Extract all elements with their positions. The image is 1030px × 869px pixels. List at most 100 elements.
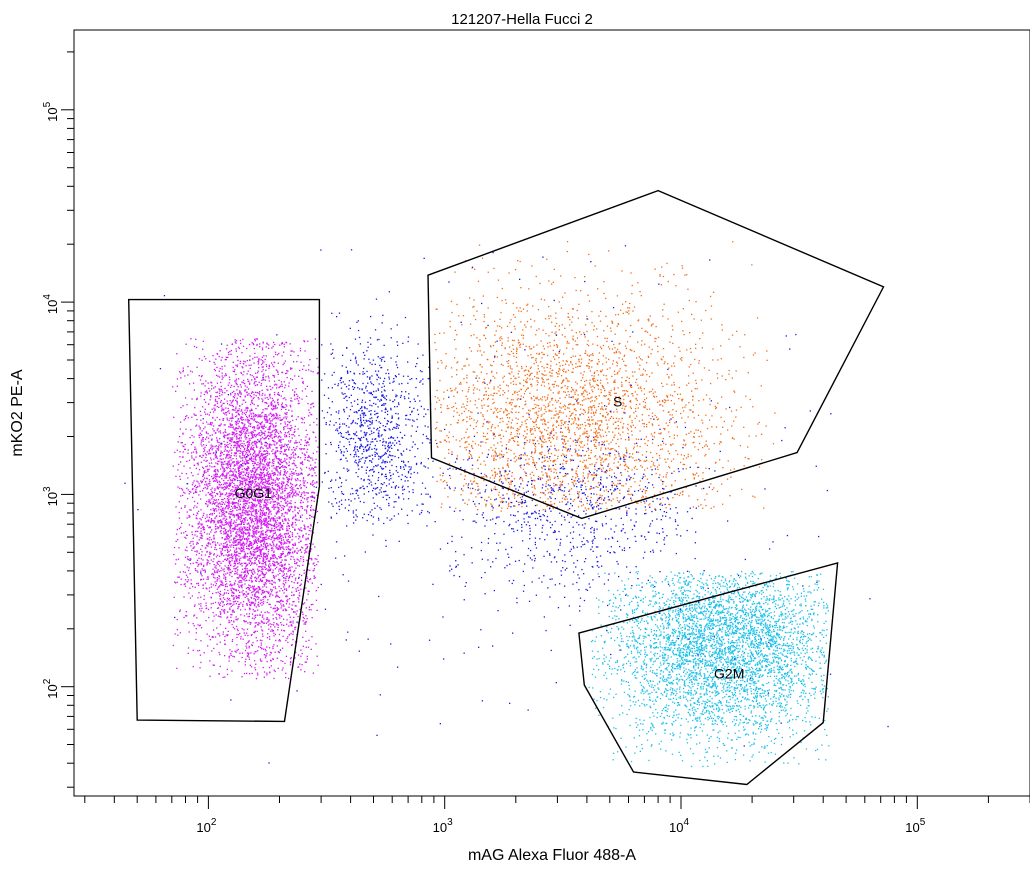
event-dot: [227, 630, 229, 632]
event-dot: [252, 510, 254, 513]
event-dot: [310, 505, 313, 507]
event-dot: [288, 433, 291, 435]
event-dot: [237, 462, 240, 464]
event-dot: [262, 552, 265, 554]
event-dot: [293, 446, 295, 449]
event-dot: [260, 593, 263, 595]
event-dot: [271, 544, 273, 547]
event-dot: [218, 555, 221, 557]
event-dot: [217, 522, 219, 524]
event-dot: [316, 482, 318, 484]
event-dot: [241, 419, 243, 421]
event-dot: [269, 397, 271, 399]
event-dot: [227, 551, 229, 553]
event-dot: [237, 577, 239, 580]
event-dot: [249, 482, 251, 484]
event-dot: [230, 522, 232, 524]
event-dot: [317, 446, 319, 448]
event-dot: [256, 523, 258, 525]
event-dot: [192, 442, 194, 444]
event-dot: [245, 643, 247, 645]
event-dot: [266, 601, 268, 604]
event-dot: [294, 544, 296, 546]
event-dot: [255, 442, 257, 444]
event-dot: [184, 585, 187, 587]
event-dot: [239, 580, 241, 582]
event-dot: [262, 558, 265, 560]
event-dot: [248, 343, 251, 346]
event-dot: [246, 632, 248, 634]
event-dot: [229, 607, 231, 609]
event-dot: [306, 459, 309, 461]
event-dot: [259, 639, 261, 641]
event-dot: [293, 473, 295, 475]
event-dot: [270, 589, 272, 591]
event-dot: [240, 471, 242, 473]
event-dot: [242, 532, 244, 535]
event-dot: [244, 571, 246, 573]
event-dot: [300, 417, 302, 419]
event-dot: [193, 458, 195, 460]
event-dot: [227, 451, 230, 453]
event-dot: [225, 554, 227, 556]
event-dot: [243, 554, 246, 556]
event-dot: [257, 519, 259, 522]
event-dot: [216, 493, 219, 495]
event-dot: [229, 584, 231, 586]
event-dot: [229, 423, 232, 425]
event-dot: [269, 443, 271, 445]
event-dot: [256, 522, 259, 524]
event-dot: [316, 418, 318, 420]
event-dot: [269, 535, 271, 537]
event-dot: [281, 669, 283, 671]
event-dot: [242, 416, 244, 419]
event-dot: [250, 364, 252, 366]
event-dot: [233, 598, 235, 600]
event-dot: [313, 496, 316, 498]
event-dot: [276, 517, 278, 519]
event-dot: [289, 570, 291, 572]
event-dot: [297, 355, 299, 357]
event-dot: [239, 500, 242, 502]
event-dot: [228, 550, 230, 553]
event-dot: [198, 436, 201, 439]
event-dot: [217, 428, 219, 430]
event-dot: [242, 484, 244, 486]
event-dot: [254, 483, 256, 485]
event-dot: [200, 395, 202, 397]
event-dot: [215, 358, 217, 360]
event-dot: [281, 485, 283, 487]
event-dot: [286, 416, 288, 418]
event-dot: [222, 463, 224, 465]
event-dot: [271, 486, 273, 489]
event-dot: [284, 488, 286, 490]
event-dot: [246, 497, 248, 499]
event-dot: [311, 582, 313, 584]
event-dot: [298, 538, 300, 540]
event-dot: [217, 615, 220, 617]
event-dot: [232, 530, 234, 532]
event-dot: [203, 399, 205, 401]
event-dot: [286, 413, 288, 415]
event-dot: [252, 568, 254, 570]
event-dot: [280, 423, 282, 425]
event-dot: [266, 385, 268, 387]
event-dot: [226, 546, 228, 548]
event-dot: [204, 453, 207, 455]
event-dot: [224, 539, 226, 541]
event-dot: [263, 576, 265, 579]
event-dot: [270, 518, 272, 520]
event-dot: [265, 546, 268, 548]
event-dot: [219, 602, 222, 604]
event-dot: [267, 553, 269, 555]
event-dot: [312, 496, 314, 498]
event-dot: [203, 459, 205, 461]
event-dot: [249, 535, 251, 537]
event-dot: [297, 615, 299, 618]
event-dot: [236, 403, 238, 405]
event-dot: [283, 584, 285, 586]
event-dot: [308, 514, 311, 516]
event-dot: [205, 471, 207, 473]
event-dot: [236, 571, 238, 573]
event-dot: [294, 435, 296, 437]
